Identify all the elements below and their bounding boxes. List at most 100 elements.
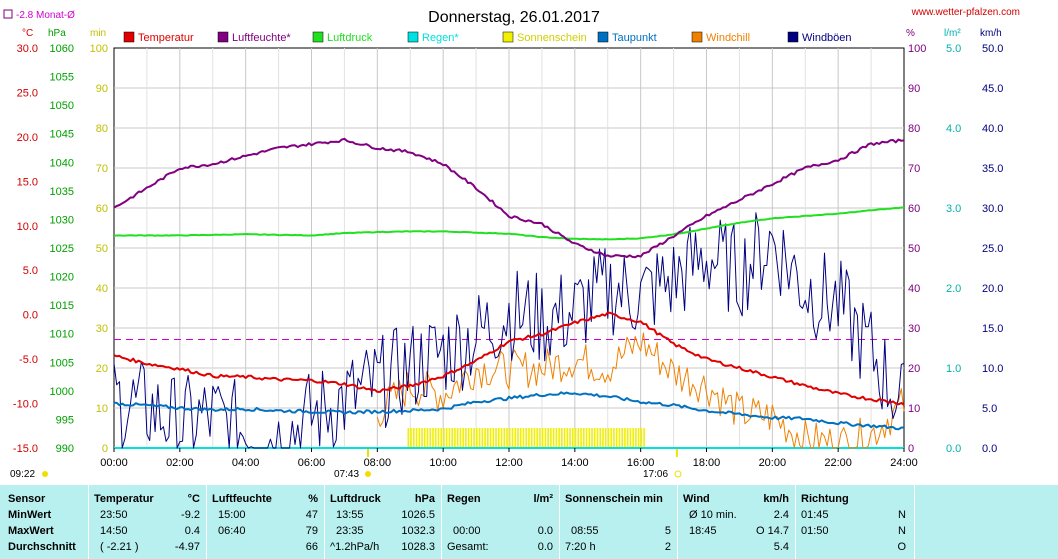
sunshine-bar — [550, 428, 552, 448]
temp-tick: 15.0 — [17, 176, 38, 188]
percent-tick: 30 — [908, 323, 920, 335]
percent-tick: 40 — [908, 283, 920, 295]
temp-tick: 0.0 — [23, 310, 38, 322]
series-windböen — [113, 212, 905, 449]
month-avg-label: -2.8 Monat-Ø — [16, 10, 75, 21]
sunshine-duration: 7:20 h — [565, 541, 596, 553]
rain-tick: 5.0 — [946, 43, 961, 55]
direction-column: Richtung 01:45 N 01:50 N O — [795, 485, 915, 559]
sunshine-bar — [407, 428, 410, 448]
legend-swatch — [123, 31, 135, 43]
humidity-max-value: 79 — [305, 525, 318, 537]
sensor-column: Sensor MinWert MaxWert Durchschnitt — [0, 485, 89, 559]
sunshine-bar — [448, 428, 451, 448]
pressure-tick: 1015 — [50, 300, 74, 312]
wind-max-time: 18:45 — [689, 525, 717, 537]
wind-tick: 0.0 — [982, 443, 997, 455]
sunshine-bar — [624, 428, 626, 448]
temp-unit: °C — [22, 28, 33, 39]
legend: Temperatur Luftfeuchte* Luftdruck Regen* Son… — [123, 31, 852, 44]
rain-max-time: 00:00 — [453, 525, 481, 537]
minutes-tick: 90 — [96, 83, 108, 95]
sunshine-bar — [514, 428, 517, 448]
sunshine-bar — [640, 428, 643, 448]
sunshine-bar — [415, 428, 418, 448]
temp-tick: 30.0 — [17, 43, 38, 55]
wind-tick: 10.0 — [982, 363, 1003, 375]
humidity-header: Luftfeuchte — [212, 493, 272, 505]
rain-header: Regen — [447, 493, 481, 505]
series-temperatur — [113, 311, 905, 406]
wind-avg-label: Ø 10 min. — [689, 509, 737, 521]
sunset-time: 17:06 — [643, 469, 668, 480]
humidity-max-time: 06:40 — [218, 525, 246, 537]
temp-tick: 10.0 — [17, 221, 38, 233]
pressure-max-time: 23:35 — [336, 525, 364, 537]
minutes-tick: 80 — [96, 123, 108, 135]
sunshine-bar — [593, 428, 596, 448]
sunshine-bar — [484, 428, 486, 448]
series-luftfeuchte — [113, 137, 905, 259]
x-tick: 10:00 — [429, 457, 457, 469]
moon-time: 09:22 — [10, 469, 35, 480]
chart-title: Donnerstag, 26.01.2017 — [428, 9, 600, 26]
legend-item: Luftdruck — [312, 31, 373, 44]
pressure-tick: 990 — [56, 443, 74, 455]
sunshine-bar — [443, 428, 445, 448]
legend-swatch — [691, 31, 703, 43]
minutes-tick: 50 — [96, 243, 108, 255]
sunshine-bar — [456, 428, 459, 448]
temperature-unit: °C — [187, 493, 200, 505]
sunshine-bar — [506, 428, 508, 448]
sunshine-bar — [525, 428, 528, 448]
temp-max-time: 14:50 — [100, 525, 128, 537]
percent-tick: 10 — [908, 403, 920, 415]
sunset-icon — [674, 470, 682, 478]
x-tick: 20:00 — [759, 457, 787, 469]
sunshine-column: Sonnenschein min 08:55 5 7:20 h 2 — [559, 485, 678, 559]
moon-icon — [42, 471, 48, 477]
rain-unit: l/m² — [533, 493, 553, 505]
sunshine-bar — [643, 428, 645, 448]
percent-tick: 60 — [908, 203, 920, 215]
x-tick: 14:00 — [561, 457, 589, 469]
x-tick: 22:00 — [824, 457, 852, 469]
pressure-tick: 1035 — [50, 186, 74, 198]
sunshine-bar — [621, 428, 623, 448]
sunshine-bars — [407, 428, 645, 448]
sunshine-bar — [503, 428, 506, 448]
sunshine-avg-value: 2 — [664, 541, 671, 553]
sunshine-bar — [459, 428, 462, 448]
legend-label: Sonnenschein — [517, 32, 587, 44]
sunshine-bar — [541, 428, 544, 448]
sunshine-bar — [465, 428, 467, 448]
pressure-tick: 1045 — [50, 129, 74, 141]
sunshine-bar — [437, 428, 440, 448]
sunshine-bar — [596, 428, 599, 448]
sunshine-bar — [418, 428, 421, 448]
wind-tick: 5.0 — [982, 403, 997, 415]
sunshine-bar — [500, 428, 503, 448]
legend-item: Sonnenschein — [502, 31, 587, 44]
weather-chart: -2.8 Monat-Ø Donnerstag, 26.01.2017 www.… — [3, 7, 1020, 480]
wind-unit: km/h — [980, 28, 1002, 39]
legend-label: Temperatur — [138, 32, 194, 44]
sunshine-bar — [618, 428, 621, 448]
wind-tick: 50.0 — [982, 43, 1003, 55]
pressure-tick: 1025 — [50, 243, 74, 255]
wind-tick: 15.0 — [982, 323, 1003, 335]
legend-item: Luftfeuchte* — [217, 31, 291, 44]
wind-unit: km/h — [763, 493, 789, 505]
humidity-min-value: 47 — [305, 509, 318, 521]
humidity-min-time: 15:00 — [218, 509, 246, 521]
x-tick: 08:00 — [364, 457, 392, 469]
legend-swatch — [217, 31, 229, 43]
sunshine-bar — [536, 428, 538, 448]
sunshine-bar — [508, 428, 511, 448]
temp-tick: 25.0 — [17, 87, 38, 99]
sunshine-bar — [473, 428, 475, 448]
wind-tick: 30.0 — [982, 203, 1003, 215]
percent-tick: 80 — [908, 123, 920, 135]
temp-max-value: 0.4 — [184, 525, 200, 537]
sunshine-bar — [440, 428, 443, 448]
